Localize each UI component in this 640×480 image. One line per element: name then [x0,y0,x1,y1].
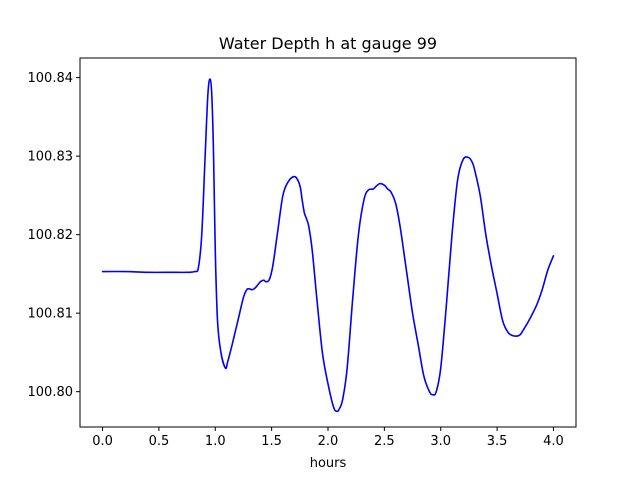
y-axis: 100.80 100.81 100.82 100.83 100.84 [28,71,80,400]
x-tick-label: 0.5 [149,434,170,449]
x-axis-label: hours [310,456,347,471]
x-tick-label: 3.0 [430,434,451,449]
y-tick-label: 100.81 [28,307,74,322]
y-tick-label: 100.82 [28,228,74,243]
x-tick-label: 3.5 [487,434,508,449]
x-tick-label: 1.5 [261,434,282,449]
x-tick-label: 1.0 [205,434,226,449]
plot-frame [79,57,577,428]
x-tick-label: 2.5 [374,434,395,449]
chart-title: Water Depth h at gauge 99 [219,34,437,53]
y-tick-label: 100.83 [28,150,74,165]
x-axis: 0.0 0.5 1.0 1.5 2.0 2.5 3.0 3.5 4.0 [92,427,564,449]
series-line [101,78,555,413]
y-tick-label: 100.80 [28,385,74,400]
y-tick-label: 100.84 [28,71,74,86]
x-tick-label: 0.0 [92,434,113,449]
x-tick-label: 2.0 [318,434,339,449]
x-tick-label: 4.0 [543,434,564,449]
